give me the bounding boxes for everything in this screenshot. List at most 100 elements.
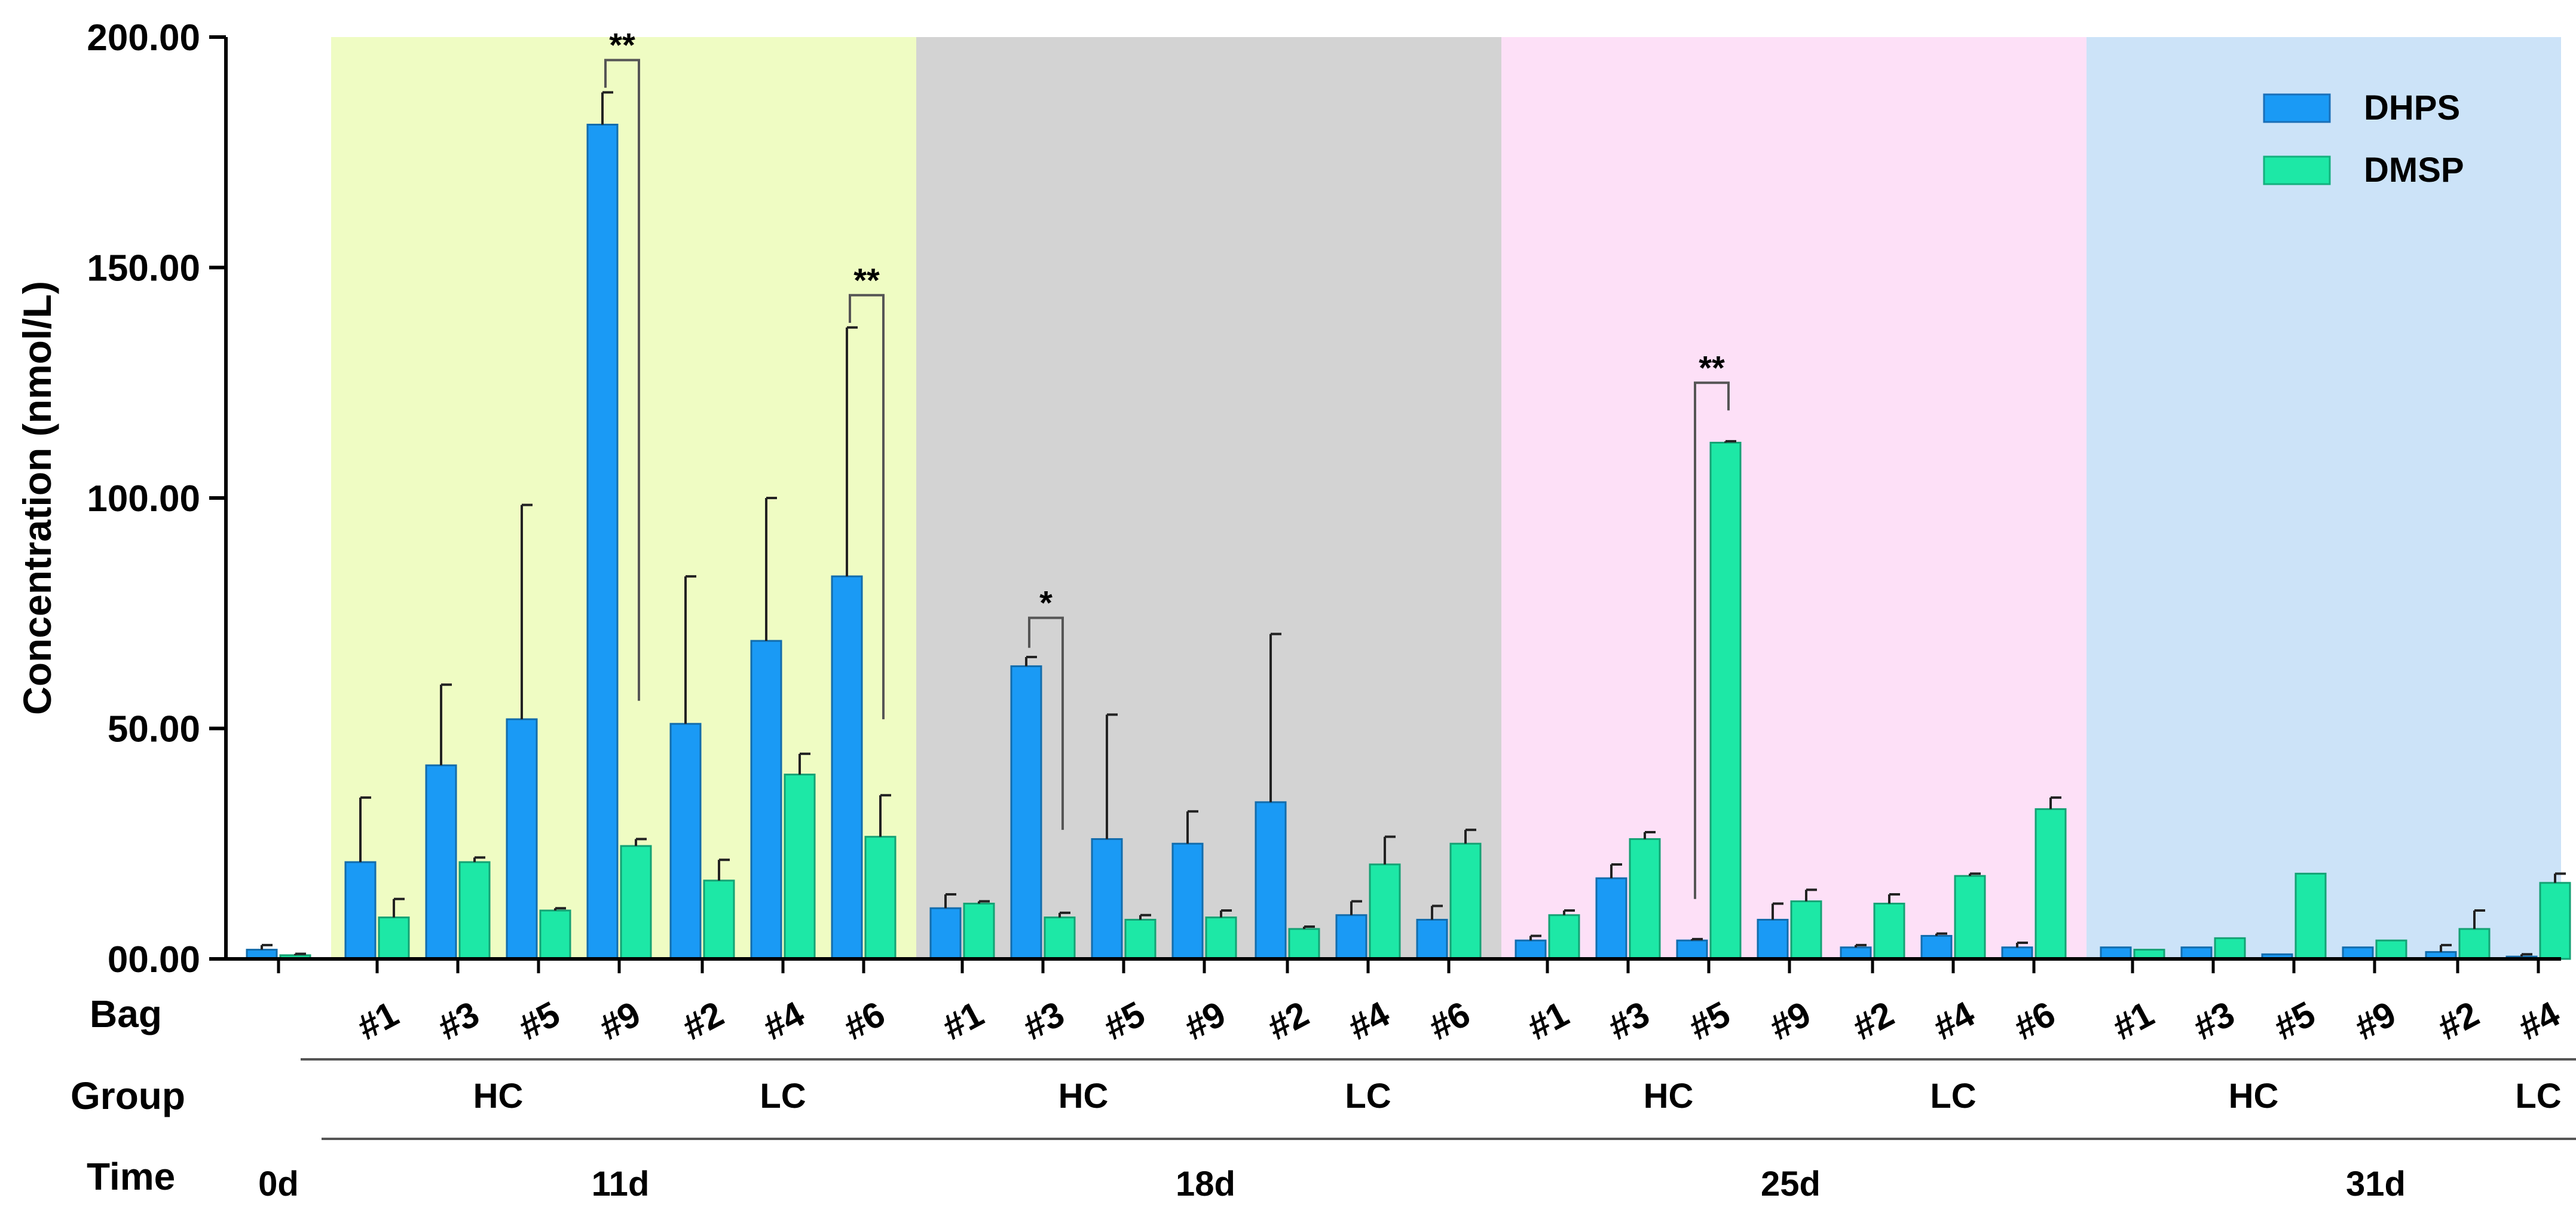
- bag-label: #5: [1097, 994, 1151, 1047]
- bar-dhps-18d-LC-4: [1335, 914, 1367, 960]
- bar-dmsp-11d-HC-3: [458, 861, 491, 960]
- y-tick-label: 200.00: [87, 17, 200, 59]
- legend-swatch-dhps: [2263, 93, 2331, 123]
- bar-dhps-18d-HC-1: [929, 907, 962, 960]
- bag-label: #3: [1602, 994, 1656, 1047]
- legend-label-dmsp: DMSP: [2364, 151, 2464, 190]
- bar-dmsp-18d-HC-9: [1205, 916, 1237, 960]
- bag-label: #4: [1342, 994, 1396, 1048]
- group-label: LC: [1930, 1077, 1976, 1116]
- bar-dmsp-18d-HC-5: [1124, 918, 1157, 960]
- row-label-time: Time: [87, 1155, 175, 1198]
- bar-dhps-25d-HC-1: [1515, 939, 1547, 960]
- bag-label: #2: [676, 994, 730, 1047]
- bar-dhps-18d-LC-2: [1255, 801, 1287, 960]
- legend-swatch-dmsp: [2263, 155, 2331, 185]
- bag-label: #9: [593, 994, 647, 1047]
- y-axis-label: Concentration (nmol/L): [15, 281, 59, 715]
- bar-dhps-25d-HC-9: [1757, 918, 1789, 960]
- group-label: LC: [2515, 1077, 2561, 1116]
- bar-dmsp-25d-HC-5: [1709, 441, 1742, 960]
- bar-dhps-11d-LC-6: [831, 575, 863, 960]
- legend: DHPS DMSP: [2263, 88, 2464, 190]
- bar-dmsp-18d-LC-4: [1369, 863, 1401, 960]
- bar-dhps-11d-LC-4: [750, 640, 782, 960]
- bar-dhps-11d-LC-2: [669, 723, 702, 960]
- bar-dmsp-25d-HC-1: [1548, 914, 1580, 960]
- bar-dmsp-11d-LC-4: [784, 774, 816, 960]
- bar-dhps-11d-HC-3: [425, 764, 457, 960]
- group-label: HC: [1058, 1077, 1109, 1116]
- period-background-25d: [1501, 37, 2087, 959]
- bag-label: #6: [1422, 994, 1476, 1047]
- bar-dhps-18d-LC-6: [1416, 918, 1448, 960]
- significance-label: **: [1699, 349, 1725, 386]
- bar-dhps-18d-HC-5: [1091, 838, 1123, 960]
- bag-label: #2: [1261, 994, 1315, 1047]
- bag-label: #3: [2187, 994, 2241, 1047]
- group-label: HC: [473, 1077, 524, 1116]
- time-label: 11d: [592, 1165, 650, 1203]
- significance-bracket-2: [1028, 616, 1064, 830]
- period-background-18d: [916, 37, 1501, 959]
- group-label: HC: [2229, 1077, 2279, 1116]
- bars: [246, 91, 2571, 973]
- bag-label: #9: [1763, 994, 1817, 1047]
- significance-bracket-0: [604, 59, 640, 701]
- bag-label: #1: [1521, 994, 1575, 1047]
- legend-label-dhps: DHPS: [2364, 88, 2460, 127]
- bar-dhps-25d-LC-4: [1920, 934, 1953, 960]
- bar-dmsp-25d-LC-4: [1954, 875, 1986, 960]
- bag-label: #4: [757, 994, 811, 1048]
- bag-label: #2: [2431, 994, 2485, 1047]
- bag-label: #4: [1927, 994, 1981, 1048]
- bar-dhps-11d-HC-9: [586, 123, 619, 960]
- bar-dmsp-25d-LC-6: [2035, 808, 2067, 960]
- significance-annotations: *******: [604, 26, 1730, 899]
- group-label: LC: [760, 1077, 806, 1116]
- bar-dmsp-11d-HC-1: [378, 916, 410, 960]
- bag-label: #5: [1682, 994, 1736, 1047]
- bar-dhps-25d-HC-5: [1676, 939, 1708, 960]
- bar-dmsp-18d-LC-2: [1288, 928, 1320, 960]
- bar-dhps-11d-HC-1: [344, 861, 377, 960]
- bar-dhps-11d-HC-5: [506, 718, 538, 960]
- y-tick-label: 150.00: [87, 248, 200, 289]
- significance-label: **: [609, 26, 635, 64]
- bar-dmsp-11d-HC-5: [539, 909, 571, 960]
- bar-dmsp-31d-HC-3: [2214, 937, 2246, 960]
- bar-dmsp-11d-LC-6: [864, 836, 897, 960]
- bag-label: #2: [1846, 994, 1900, 1047]
- time-label: 18d: [1176, 1165, 1235, 1203]
- bar-dmsp-31d-LC-4: [2539, 882, 2571, 960]
- significance-bracket-1: [849, 294, 885, 720]
- bar-dmsp-18d-HC-1: [963, 902, 995, 960]
- significance-label: **: [853, 261, 880, 299]
- group-label: LC: [1345, 1077, 1391, 1116]
- period-background-11d: [331, 37, 916, 959]
- bag-label: #1: [936, 994, 990, 1047]
- bar-dmsp-31d-HC-5: [2294, 872, 2327, 960]
- bag-label: #6: [837, 994, 891, 1047]
- bag-label: #3: [432, 994, 485, 1047]
- row-label-group: Group: [71, 1074, 185, 1117]
- bar-dmsp-31d-LC-2: [2458, 928, 2491, 960]
- bar-dmsp-25d-HC-9: [1790, 900, 1822, 960]
- bar-dhps-18d-HC-9: [1171, 842, 1204, 960]
- bar-dmsp-11d-LC-2: [703, 879, 735, 960]
- y-tick-label: 00.00: [108, 939, 200, 980]
- bar-dhps-18d-HC-3: [1010, 665, 1042, 960]
- bar-dmsp-31d-HC-9: [2375, 939, 2407, 960]
- y-tick-label: 50.00: [108, 709, 200, 750]
- group-label: HC: [1644, 1077, 1694, 1116]
- bag-label: #9: [1178, 994, 1232, 1047]
- bar-dmsp-25d-HC-3: [1629, 838, 1661, 960]
- significance-label: *: [1039, 583, 1053, 621]
- bag-label: #9: [2348, 994, 2402, 1047]
- row-label-bag: Bag: [90, 992, 162, 1035]
- x-category-labels: #1 #3 #5 #9 #2 #4 #6 #1 #3 #5 #9 #2 #4 #6 #1 #3 #5 #9 #2 #4…: [258, 994, 2576, 1203]
- time-label: 0d: [258, 1165, 299, 1203]
- bar-dmsp-18d-LC-6: [1449, 842, 1482, 960]
- bag-label: #4: [2512, 994, 2566, 1048]
